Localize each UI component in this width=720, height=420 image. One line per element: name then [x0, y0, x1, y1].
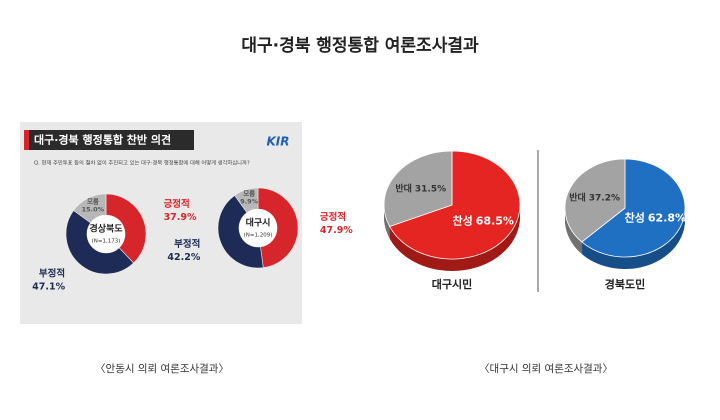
slice-value: 62.8%: [648, 212, 686, 225]
donut-hole: [87, 215, 125, 253]
slice-value: 9.9%: [240, 198, 259, 206]
slice-category: 찬성: [453, 213, 473, 227]
slice-category: 찬성: [625, 211, 645, 225]
slice-value: 47.9%: [320, 224, 353, 235]
pie-title: 대구시민: [432, 277, 472, 291]
pie-slice: [581, 158, 686, 258]
slice-category: 긍정적: [164, 197, 190, 209]
slice-category: 반대: [395, 182, 412, 194]
slice-category: 긍정적: [320, 210, 346, 222]
pie-slice: [564, 158, 626, 243]
slice-label: 찬성 62.8%: [625, 211, 686, 225]
panel-question: Q. 현재 주민투표 등의 절차 없이 추진되고 있는 대구·경북 행정통합에 …: [34, 159, 250, 167]
slice-category: 부정적: [39, 267, 65, 279]
slice-label: 반대 37.2%: [569, 191, 620, 203]
logo: KIR: [266, 135, 289, 149]
pie-slice: [383, 150, 453, 227]
slice-label: 긍정적 37.9%: [164, 197, 197, 222]
pie-title: 경북도민: [605, 277, 645, 291]
slice-value: 47.1%: [32, 281, 65, 292]
pie-slice: [389, 150, 521, 260]
panel-header-bg: [24, 130, 194, 150]
donut-title: 대구시: [246, 217, 271, 229]
slice-label: 반대 31.5%: [395, 182, 446, 194]
slice-value: 31.5%: [415, 184, 446, 194]
caption: 〈대구시 의뢰 여론조사결과〉: [479, 363, 613, 375]
slice-label: 모름 9.9%: [240, 189, 259, 206]
slice-category: 반대: [569, 191, 586, 203]
slice-category: 모름: [87, 196, 99, 205]
donut-subtitle: (N=1,173): [92, 239, 121, 245]
slice-category: 모름: [243, 189, 255, 198]
slice-label: 긍정적 47.9%: [320, 210, 353, 235]
slice-label: 모름 15.0%: [82, 196, 105, 213]
panel-header: 대구·경북 행정통합 찬반 의견: [34, 133, 171, 147]
slice-category: 부정적: [174, 237, 200, 249]
slice-label: 찬성 68.5%: [453, 213, 514, 227]
donut-title: 경상북도: [89, 223, 123, 235]
donut-subtitle: (N=1,209): [244, 233, 273, 239]
slice-label: 부정적 47.1%: [32, 267, 65, 292]
page-title: 대구·경북 행정통합 여론조사결과: [241, 35, 479, 56]
slice-label: 부정적 42.2%: [167, 237, 200, 262]
caption: 〈안동시 의뢰 여론조사결과〉: [95, 363, 229, 375]
panel-header-accent: [24, 130, 29, 150]
slice-value: 68.5%: [476, 214, 514, 227]
slice-value: 37.9%: [164, 211, 197, 222]
slice-value: 37.2%: [589, 193, 620, 203]
slice-value: 15.0%: [82, 205, 105, 213]
slice-value: 42.2%: [167, 251, 200, 262]
donut-hole: [239, 209, 277, 247]
